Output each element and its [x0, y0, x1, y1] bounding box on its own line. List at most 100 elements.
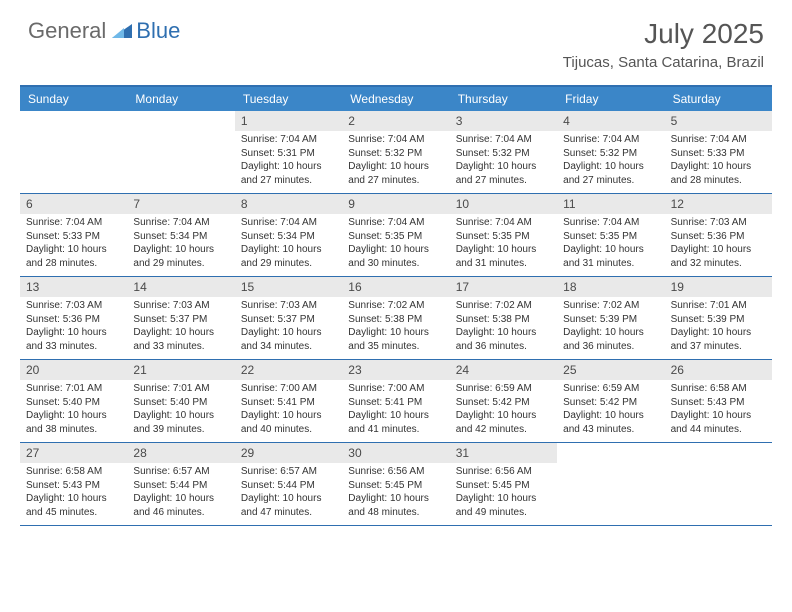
calendar-day-cell: 27Sunrise: 6:58 AMSunset: 5:43 PMDayligh…: [20, 443, 127, 525]
sunrise-line: Sunrise: 7:02 AM: [563, 299, 658, 313]
sunrise-line: Sunrise: 6:56 AM: [456, 465, 551, 479]
sunrise-line: Sunrise: 6:57 AM: [241, 465, 336, 479]
sunset-line: Sunset: 5:43 PM: [671, 396, 766, 410]
daylight-line: Daylight: 10 hours and 27 minutes.: [456, 160, 551, 187]
day-details: Sunrise: 7:04 AMSunset: 5:34 PMDaylight:…: [235, 214, 342, 274]
weekday-header: Saturday: [665, 87, 772, 111]
daylight-line: Daylight: 10 hours and 33 minutes.: [133, 326, 228, 353]
sunset-line: Sunset: 5:41 PM: [348, 396, 443, 410]
day-number: 10: [450, 194, 557, 214]
day-number: 9: [342, 194, 449, 214]
day-number: 3: [450, 111, 557, 131]
calendar-day-cell: 11Sunrise: 7:04 AMSunset: 5:35 PMDayligh…: [557, 194, 664, 276]
sunset-line: Sunset: 5:38 PM: [456, 313, 551, 327]
location-label: Tijucas, Santa Catarina, Brazil: [563, 54, 764, 71]
calendar-day-cell: 21Sunrise: 7:01 AMSunset: 5:40 PMDayligh…: [127, 360, 234, 442]
calendar-week-row: 27Sunrise: 6:58 AMSunset: 5:43 PMDayligh…: [20, 443, 772, 526]
daylight-line: Daylight: 10 hours and 49 minutes.: [456, 492, 551, 519]
daylight-line: Daylight: 10 hours and 39 minutes.: [133, 409, 228, 436]
sunset-line: Sunset: 5:44 PM: [133, 479, 228, 493]
calendar-day-cell: 7Sunrise: 7:04 AMSunset: 5:34 PMDaylight…: [127, 194, 234, 276]
day-details: Sunrise: 7:04 AMSunset: 5:31 PMDaylight:…: [235, 131, 342, 191]
sunset-line: Sunset: 5:31 PM: [241, 147, 336, 161]
day-details: Sunrise: 7:03 AMSunset: 5:37 PMDaylight:…: [235, 297, 342, 357]
sunrise-line: Sunrise: 7:02 AM: [456, 299, 551, 313]
day-details: Sunrise: 7:03 AMSunset: 5:37 PMDaylight:…: [127, 297, 234, 357]
sunset-line: Sunset: 5:37 PM: [241, 313, 336, 327]
daylight-line: Daylight: 10 hours and 47 minutes.: [241, 492, 336, 519]
sunset-line: Sunset: 5:45 PM: [456, 479, 551, 493]
calendar-day-cell: 8Sunrise: 7:04 AMSunset: 5:34 PMDaylight…: [235, 194, 342, 276]
sunrise-line: Sunrise: 6:58 AM: [671, 382, 766, 396]
calendar-day-cell: 19Sunrise: 7:01 AMSunset: 5:39 PMDayligh…: [665, 277, 772, 359]
day-details: Sunrise: 7:00 AMSunset: 5:41 PMDaylight:…: [235, 380, 342, 440]
calendar-day-cell: 20Sunrise: 7:01 AMSunset: 5:40 PMDayligh…: [20, 360, 127, 442]
header: General Blue July 2025 Tijucas, Santa Ca…: [0, 0, 792, 75]
day-details: Sunrise: 7:03 AMSunset: 5:36 PMDaylight:…: [665, 214, 772, 274]
daylight-line: Daylight: 10 hours and 31 minutes.: [456, 243, 551, 270]
month-title: July 2025: [563, 18, 764, 50]
calendar-day-cell: 31Sunrise: 6:56 AMSunset: 5:45 PMDayligh…: [450, 443, 557, 525]
sunrise-line: Sunrise: 6:56 AM: [348, 465, 443, 479]
sunset-line: Sunset: 5:36 PM: [671, 230, 766, 244]
calendar-day-cell: 3Sunrise: 7:04 AMSunset: 5:32 PMDaylight…: [450, 111, 557, 193]
daylight-line: Daylight: 10 hours and 45 minutes.: [26, 492, 121, 519]
day-number: 13: [20, 277, 127, 297]
sunrise-line: Sunrise: 7:04 AM: [133, 216, 228, 230]
day-number: 20: [20, 360, 127, 380]
day-number: 6: [20, 194, 127, 214]
calendar-week-row: 1Sunrise: 7:04 AMSunset: 5:31 PMDaylight…: [20, 111, 772, 194]
sunset-line: Sunset: 5:33 PM: [671, 147, 766, 161]
calendar-day-cell: 6Sunrise: 7:04 AMSunset: 5:33 PMDaylight…: [20, 194, 127, 276]
sunset-line: Sunset: 5:35 PM: [563, 230, 658, 244]
daylight-line: Daylight: 10 hours and 27 minutes.: [563, 160, 658, 187]
sunrise-line: Sunrise: 6:59 AM: [563, 382, 658, 396]
day-number: 29: [235, 443, 342, 463]
day-number: 14: [127, 277, 234, 297]
calendar-day-cell: [665, 443, 772, 525]
day-number: 21: [127, 360, 234, 380]
daylight-line: Daylight: 10 hours and 37 minutes.: [671, 326, 766, 353]
sunset-line: Sunset: 5:42 PM: [563, 396, 658, 410]
daylight-line: Daylight: 10 hours and 38 minutes.: [26, 409, 121, 436]
day-number: 17: [450, 277, 557, 297]
day-details: Sunrise: 6:57 AMSunset: 5:44 PMDaylight:…: [235, 463, 342, 523]
sunset-line: Sunset: 5:34 PM: [133, 230, 228, 244]
sunrise-line: Sunrise: 6:59 AM: [456, 382, 551, 396]
daylight-line: Daylight: 10 hours and 42 minutes.: [456, 409, 551, 436]
daylight-line: Daylight: 10 hours and 31 minutes.: [563, 243, 658, 270]
sunset-line: Sunset: 5:35 PM: [456, 230, 551, 244]
calendar-day-cell: 4Sunrise: 7:04 AMSunset: 5:32 PMDaylight…: [557, 111, 664, 193]
day-details: Sunrise: 7:00 AMSunset: 5:41 PMDaylight:…: [342, 380, 449, 440]
sunset-line: Sunset: 5:39 PM: [671, 313, 766, 327]
day-number: 19: [665, 277, 772, 297]
daylight-line: Daylight: 10 hours and 29 minutes.: [241, 243, 336, 270]
day-details: Sunrise: 7:04 AMSunset: 5:32 PMDaylight:…: [557, 131, 664, 191]
day-details: Sunrise: 6:59 AMSunset: 5:42 PMDaylight:…: [450, 380, 557, 440]
daylight-line: Daylight: 10 hours and 41 minutes.: [348, 409, 443, 436]
calendar-day-cell: 15Sunrise: 7:03 AMSunset: 5:37 PMDayligh…: [235, 277, 342, 359]
calendar-day-cell: 30Sunrise: 6:56 AMSunset: 5:45 PMDayligh…: [342, 443, 449, 525]
weekday-header: Wednesday: [342, 87, 449, 111]
sunset-line: Sunset: 5:32 PM: [456, 147, 551, 161]
sunset-line: Sunset: 5:44 PM: [241, 479, 336, 493]
day-number: 30: [342, 443, 449, 463]
day-number: 2: [342, 111, 449, 131]
sunset-line: Sunset: 5:38 PM: [348, 313, 443, 327]
sunrise-line: Sunrise: 7:03 AM: [133, 299, 228, 313]
calendar-day-cell: 17Sunrise: 7:02 AMSunset: 5:38 PMDayligh…: [450, 277, 557, 359]
logo: General Blue: [28, 18, 180, 44]
sunset-line: Sunset: 5:39 PM: [563, 313, 658, 327]
daylight-line: Daylight: 10 hours and 29 minutes.: [133, 243, 228, 270]
sunrise-line: Sunrise: 7:00 AM: [241, 382, 336, 396]
calendar-day-cell: 25Sunrise: 6:59 AMSunset: 5:42 PMDayligh…: [557, 360, 664, 442]
day-details: Sunrise: 7:02 AMSunset: 5:38 PMDaylight:…: [342, 297, 449, 357]
sunrise-line: Sunrise: 7:01 AM: [26, 382, 121, 396]
calendar-day-cell: [20, 111, 127, 193]
day-number: 8: [235, 194, 342, 214]
sunrise-line: Sunrise: 7:03 AM: [241, 299, 336, 313]
day-details: Sunrise: 7:04 AMSunset: 5:32 PMDaylight:…: [342, 131, 449, 191]
sunrise-line: Sunrise: 6:58 AM: [26, 465, 121, 479]
calendar-day-cell: 23Sunrise: 7:00 AMSunset: 5:41 PMDayligh…: [342, 360, 449, 442]
day-number: 26: [665, 360, 772, 380]
